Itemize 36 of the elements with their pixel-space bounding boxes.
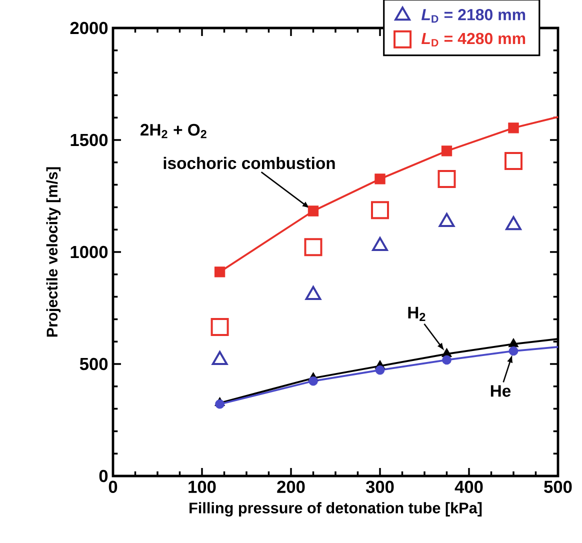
point [214,266,226,278]
x-tick-label: 100 [188,480,216,493]
point [305,286,322,300]
point [441,146,452,156]
point [442,355,452,365]
point [508,346,518,356]
point [371,201,389,220]
x-tick-label: 300 [366,480,394,493]
legend-label: L$_{D}$ = 2180 mm [421,9,526,23]
point [504,152,522,170]
y-tick-label: 1500 [70,134,108,146]
y-tick-label: 0 [99,470,108,482]
y-tick-label: 1000 [70,246,108,258]
point [508,338,519,348]
x-tick-label: 500 [544,480,572,493]
point [375,365,385,375]
y-tick-label: 500 [80,358,108,370]
x-tick-label: 400 [454,480,483,493]
point [304,238,322,256]
y-axis-title: Projectile velocity [m/s] [46,167,61,337]
point [215,399,224,409]
point [210,318,229,336]
point [374,174,386,184]
annotation: H$_{2}$ [408,306,426,321]
annotation: He [490,385,511,397]
point [438,170,456,188]
point [508,122,519,134]
annotation: 2H$_{2}$ + O$_{2}$ [140,124,206,138]
x-tick-label: 0 [108,480,118,493]
x-axis-title: Filling pressure of detonation tube [kPa] [190,502,482,517]
legend-label: L$_{D}$ = 4280 mm [421,32,526,46]
x-tick-label: 200 [277,480,305,493]
point [308,376,318,386]
point [308,206,319,216]
y-tick-label: 2000 [70,22,108,34]
annotation: isochoric combustion [164,156,335,170]
